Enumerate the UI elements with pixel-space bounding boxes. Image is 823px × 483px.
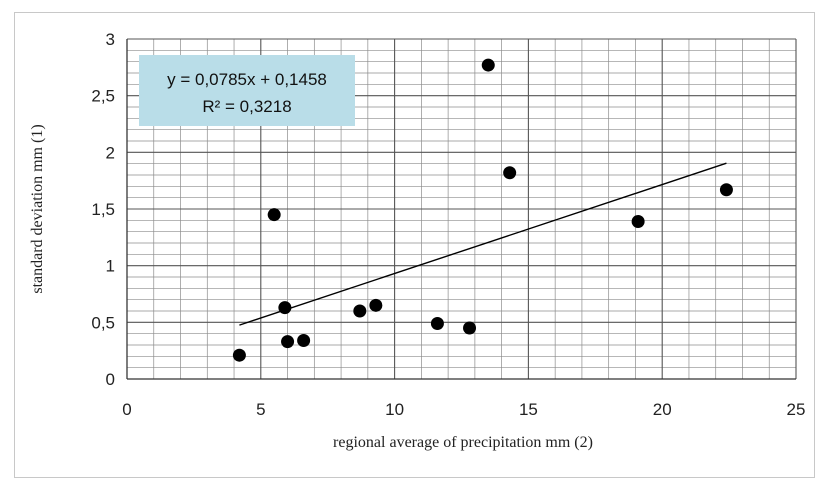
y-tick-label: 0 — [106, 370, 115, 389]
data-point — [430, 316, 444, 330]
data-point — [278, 301, 292, 315]
chart-frame: 0 5 10 15 20 25 0 0,5 1 1,5 2 2,5 3 y = 0,0785x + 0… — [14, 12, 815, 478]
data-point — [719, 183, 733, 197]
data-point — [297, 333, 311, 347]
trendline-group — [239, 162, 727, 326]
axes — [126, 39, 796, 380]
r-squared-label: R² = 0,3218 — [202, 97, 291, 116]
y-tick-label: 2,5 — [91, 87, 115, 106]
data-point — [369, 298, 383, 312]
y-tick-label: 3 — [106, 30, 115, 49]
y-tick-label: 1 — [106, 257, 115, 276]
data-point — [353, 304, 367, 318]
x-tick-label: 5 — [256, 400, 265, 419]
x-tick-label: 0 — [122, 400, 131, 419]
data-point — [503, 166, 517, 180]
data-point — [232, 348, 246, 362]
y-axis-title: standard deviation mm (1) — [29, 124, 46, 293]
data-points — [232, 58, 733, 362]
x-tick-label: 25 — [787, 400, 806, 419]
x-tick-label: 10 — [385, 400, 404, 419]
data-point — [481, 58, 495, 72]
equation-box-background — [139, 55, 355, 126]
y-tick-label: 0,5 — [91, 313, 115, 332]
trendline — [239, 162, 727, 326]
trendline-equation: y = 0,0785x + 0,1458 — [167, 70, 327, 89]
x-axis-title: regional average of precipitation mm (2) — [333, 434, 593, 451]
data-point — [267, 208, 281, 222]
y-tick-label: 2 — [106, 143, 115, 162]
equation-box: y = 0,0785x + 0,1458 R² = 0,3218 — [139, 55, 355, 126]
x-tick-label: 20 — [653, 400, 672, 419]
data-point — [463, 321, 477, 335]
scatter-chart: 0 5 10 15 20 25 0 0,5 1 1,5 2 2,5 3 y = 0,0785x + 0… — [29, 30, 805, 451]
y-tick-label: 1,5 — [91, 200, 115, 219]
data-point — [281, 335, 295, 349]
y-axis-tick-labels: 0 0,5 1 1,5 2 2,5 3 — [91, 30, 115, 389]
x-tick-label: 15 — [519, 400, 538, 419]
data-point — [631, 214, 645, 228]
x-axis-tick-labels: 0 5 10 15 20 25 — [122, 400, 805, 419]
